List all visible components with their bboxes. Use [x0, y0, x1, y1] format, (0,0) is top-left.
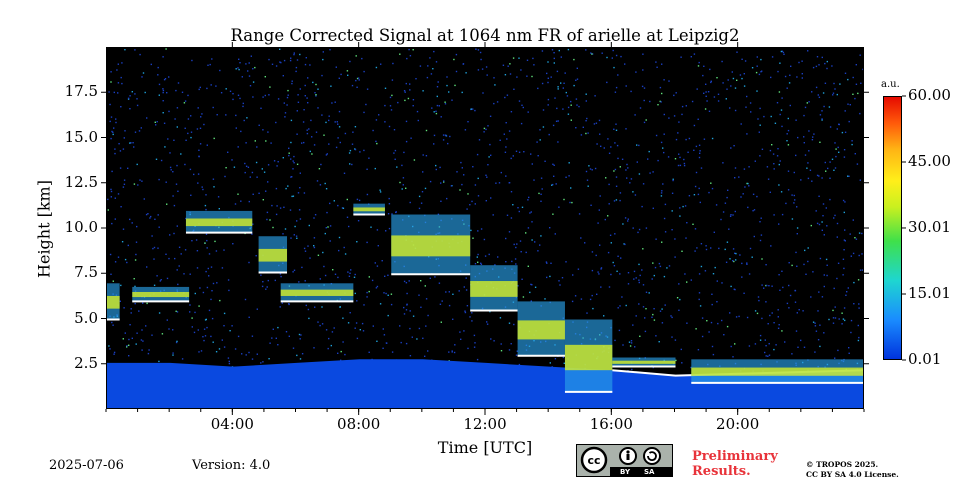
footer-date: 2025-07-06 [49, 458, 124, 473]
x-tick-label: 08:00 [337, 415, 381, 433]
cloud-layer-10 [564, 319, 613, 393]
y-tick-label: 5.0 [74, 308, 98, 327]
colorbar-tick-label: 30.01 [908, 217, 951, 236]
y-tick-label: 7.5 [74, 263, 98, 282]
y-tick-label: 17.5 [64, 82, 98, 101]
colorbar-tick-label: 45.00 [908, 152, 951, 170]
colorbar-tick-label: 0.01 [908, 350, 942, 368]
preliminary-notice: Preliminary Results. [692, 449, 802, 479]
cc-by-label: BY [620, 468, 631, 476]
boundary-layer [107, 359, 863, 408]
copyright-notice: © TROPOS 2025. CC BY SA 4.0 License. [806, 460, 946, 480]
cc-license-badge: cc BY SA [576, 444, 673, 477]
cc-icon: cc [580, 446, 661, 474]
x-tick-label: 20:00 [716, 415, 760, 433]
plot-area [106, 47, 864, 409]
copyright-line-1: © TROPOS 2025. [806, 460, 879, 469]
colorbar-tick-label: 60.00 [908, 86, 951, 104]
chart-title: Range Corrected Signal at 1064 nm FR of … [230, 26, 740, 45]
y-tick-label: 15.0 [64, 127, 98, 146]
cloud-layer-3 [185, 210, 253, 234]
cloud-layer-1 [107, 283, 120, 321]
cloud-layer-12 [691, 359, 863, 384]
x-tick-label: 16:00 [589, 415, 633, 433]
heatmap-canvas [107, 48, 863, 408]
x-tick-label: 12:00 [463, 415, 507, 433]
noise-layer [107, 48, 863, 375]
footer-version: Version: 4.0 [192, 458, 271, 473]
y-tick-label: 10.0 [64, 218, 98, 236]
y-tick-label: 12.5 [64, 172, 98, 191]
colorbar-tick-label: 15.01 [908, 283, 951, 302]
cloud-layer-5 [280, 283, 354, 303]
cloud-layer-11 [612, 357, 676, 368]
copyright-line-2: CC BY SA 4.0 License. [806, 470, 899, 479]
cloud-layer-2 [132, 286, 190, 303]
cloud-layer-7 [391, 214, 471, 276]
cloud-layer-9 [517, 301, 565, 357]
cloud-layer-8 [470, 265, 518, 312]
cloud-layer-6 [353, 203, 385, 216]
svg-text:cc: cc [587, 454, 600, 467]
cloud-layer-4 [258, 236, 288, 274]
y-tick-label: 2.5 [74, 353, 98, 372]
preliminary-line-1: Preliminary [692, 449, 778, 464]
cc-terms-bar: BY SA [610, 467, 672, 476]
colorbar [883, 96, 902, 360]
cc-sa-label: SA [644, 468, 655, 476]
preliminary-line-2: Results. [692, 464, 751, 479]
colorbar-unit: a.u. [881, 79, 900, 90]
x-tick-label: 04:00 [210, 415, 254, 433]
x-axis-label: Time [UTC] [437, 438, 533, 457]
